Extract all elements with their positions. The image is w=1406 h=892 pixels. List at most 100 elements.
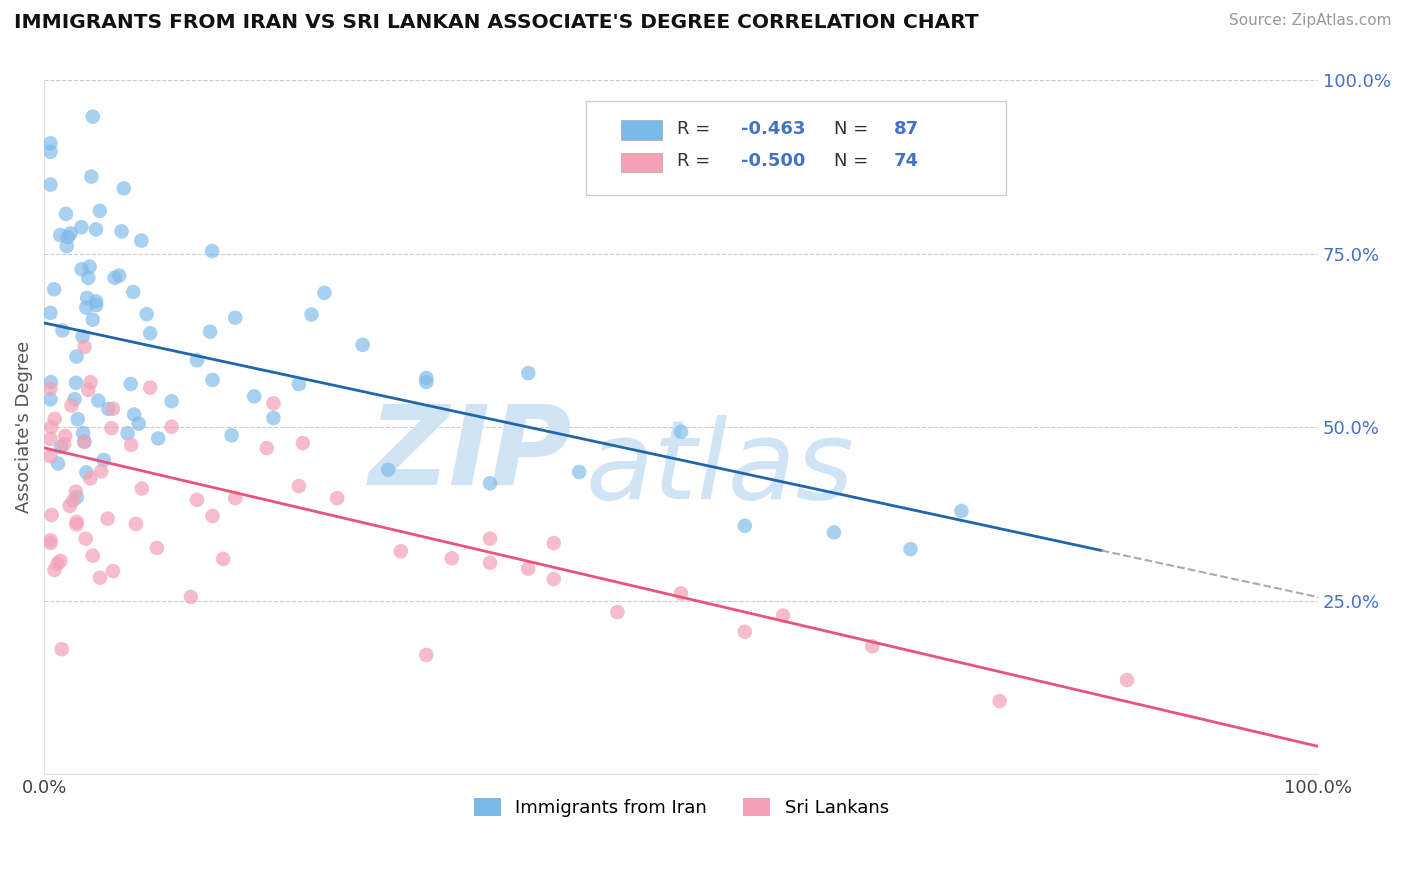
Point xyxy=(65,484,87,499)
Point xyxy=(734,624,756,639)
Point xyxy=(39,382,62,396)
Point xyxy=(198,325,221,339)
Text: atlas: atlas xyxy=(585,415,855,522)
Point xyxy=(104,270,127,285)
Point xyxy=(53,437,76,451)
Point xyxy=(256,441,278,455)
Point xyxy=(117,426,139,441)
Point xyxy=(70,220,93,235)
Text: -0.500: -0.500 xyxy=(741,153,806,170)
Point xyxy=(66,412,89,426)
Point xyxy=(160,419,183,434)
Point xyxy=(101,401,124,416)
Point xyxy=(39,306,62,320)
Point xyxy=(288,377,311,392)
Point xyxy=(224,491,246,505)
Point xyxy=(186,353,208,368)
Point xyxy=(39,450,62,464)
Point xyxy=(415,371,437,385)
Point xyxy=(82,110,104,124)
Point xyxy=(606,605,628,619)
Legend: Immigrants from Iran, Sri Lankans: Immigrants from Iran, Sri Lankans xyxy=(467,790,896,824)
Point xyxy=(77,383,100,397)
Point xyxy=(39,432,62,446)
Point xyxy=(79,375,101,389)
Point xyxy=(415,648,437,662)
Point xyxy=(517,562,540,576)
Point xyxy=(186,492,208,507)
Point xyxy=(440,551,463,566)
Point xyxy=(87,393,110,408)
Point xyxy=(100,421,122,435)
Point xyxy=(201,508,224,523)
Point xyxy=(97,401,120,416)
Point xyxy=(377,463,399,477)
Point xyxy=(49,228,72,243)
Point xyxy=(135,307,157,321)
Point xyxy=(772,608,794,623)
Point xyxy=(75,301,97,315)
Point xyxy=(517,366,540,380)
Point xyxy=(59,499,82,513)
Point xyxy=(389,544,412,558)
Point xyxy=(51,323,73,337)
Point xyxy=(76,291,98,305)
Point xyxy=(139,326,162,341)
Point xyxy=(543,572,565,586)
Point xyxy=(46,557,69,571)
Point xyxy=(73,340,96,354)
Point xyxy=(75,466,97,480)
Point xyxy=(41,420,63,434)
Point xyxy=(108,268,131,283)
Point xyxy=(201,244,224,258)
Point xyxy=(41,508,63,522)
Bar xyxy=(621,153,662,172)
FancyBboxPatch shape xyxy=(585,101,1007,194)
Point xyxy=(65,376,87,390)
Point xyxy=(734,518,756,533)
Point xyxy=(46,457,69,471)
Text: R =: R = xyxy=(678,153,716,170)
Point xyxy=(201,373,224,387)
Point xyxy=(44,563,66,577)
Point xyxy=(93,453,115,467)
Bar xyxy=(621,120,662,140)
Point xyxy=(39,136,62,151)
Point xyxy=(89,571,111,585)
Point xyxy=(288,479,311,493)
Text: 74: 74 xyxy=(894,153,920,170)
Point xyxy=(314,285,336,300)
Point xyxy=(65,350,87,364)
Point xyxy=(39,178,62,192)
Point xyxy=(59,227,82,241)
Text: -0.463: -0.463 xyxy=(741,120,806,137)
Point xyxy=(950,504,973,518)
Point xyxy=(131,234,153,248)
Point xyxy=(180,590,202,604)
Point xyxy=(39,375,62,389)
Point xyxy=(62,493,84,508)
Point xyxy=(70,262,93,277)
Point xyxy=(72,329,94,343)
Point xyxy=(262,396,284,410)
Point xyxy=(262,411,284,425)
Point xyxy=(80,169,103,184)
Point xyxy=(66,515,89,529)
Point xyxy=(1116,673,1139,687)
Point xyxy=(823,525,845,540)
Point xyxy=(479,532,502,546)
Point xyxy=(77,271,100,285)
Point xyxy=(128,417,150,431)
Point xyxy=(110,224,132,238)
Point xyxy=(49,554,72,568)
Point xyxy=(326,491,349,505)
Point xyxy=(75,532,97,546)
Point xyxy=(568,465,591,479)
Text: IMMIGRANTS FROM IRAN VS SRI LANKAN ASSOCIATE'S DEGREE CORRELATION CHART: IMMIGRANTS FROM IRAN VS SRI LANKAN ASSOC… xyxy=(14,13,979,32)
Point xyxy=(51,642,73,657)
Point xyxy=(543,536,565,550)
Point xyxy=(243,389,266,403)
Point xyxy=(60,399,83,413)
Point xyxy=(55,207,77,221)
Point xyxy=(82,312,104,326)
